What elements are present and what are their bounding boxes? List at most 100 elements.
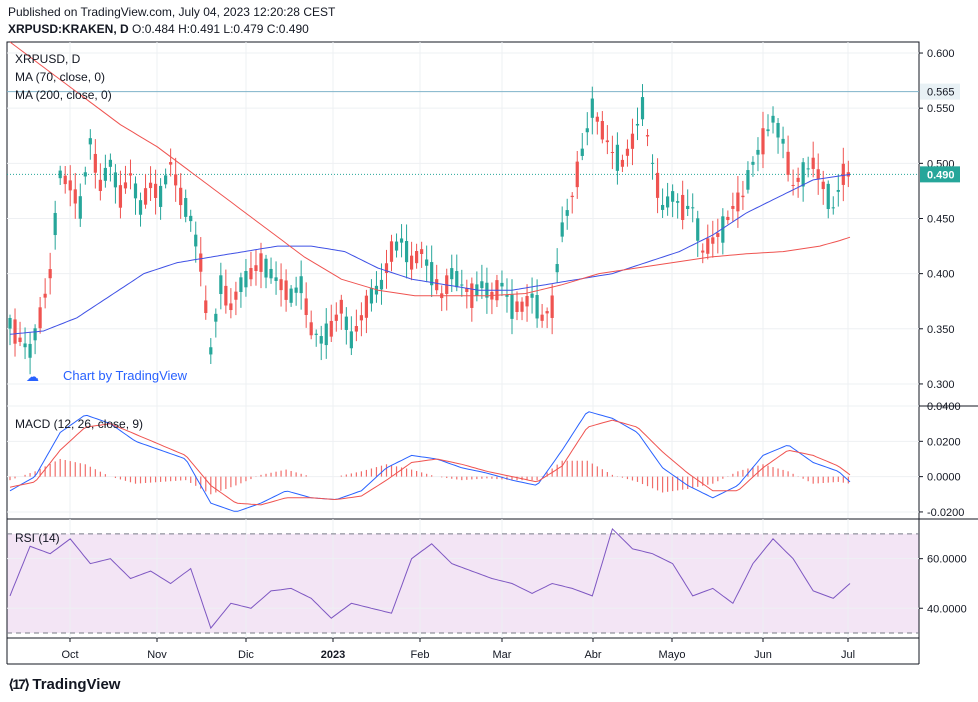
candle-body bbox=[671, 191, 675, 202]
candle-body bbox=[133, 183, 138, 199]
candle-body bbox=[610, 152, 614, 154]
y-tick-label: 60.0000 bbox=[927, 554, 967, 566]
candle-body bbox=[625, 148, 630, 156]
watermark-text: Chart by TradingView bbox=[63, 368, 188, 383]
candle-body bbox=[404, 241, 409, 263]
candle-body bbox=[264, 258, 268, 278]
y-tick-label: 0.0400 bbox=[927, 401, 961, 413]
candle-body bbox=[399, 238, 404, 243]
candle-body bbox=[158, 185, 163, 207]
candle-body bbox=[761, 128, 765, 155]
x-tick-label: Feb bbox=[411, 649, 430, 661]
candle-body bbox=[53, 212, 57, 236]
ohlc-values: O:0.484 H:0.491 L:0.479 C:0.490 bbox=[132, 22, 309, 36]
candle-body bbox=[88, 138, 92, 145]
candle-body bbox=[184, 198, 188, 217]
candle-body bbox=[450, 268, 454, 280]
candle-body bbox=[339, 299, 343, 314]
last-price-label: 0.490 bbox=[927, 169, 955, 181]
candle-body bbox=[113, 172, 118, 188]
candle-body bbox=[415, 251, 419, 264]
candle-body bbox=[244, 271, 248, 288]
candle-body bbox=[535, 295, 539, 319]
candle-body bbox=[650, 162, 655, 164]
watermark-icon: ☁ bbox=[26, 369, 39, 384]
candle-body bbox=[660, 204, 665, 210]
candle-body bbox=[736, 192, 740, 212]
signal-line bbox=[9, 419, 851, 506]
candle-body bbox=[239, 277, 243, 292]
candle-body bbox=[364, 295, 369, 318]
candle-body bbox=[394, 241, 399, 251]
candle-body bbox=[254, 265, 258, 272]
candle-body bbox=[706, 238, 710, 254]
candle-body bbox=[716, 233, 720, 237]
candle-body bbox=[148, 182, 153, 189]
candle-body bbox=[174, 174, 178, 186]
candle-body bbox=[28, 343, 32, 358]
y-tick-label: 0.0200 bbox=[927, 436, 961, 448]
time-axis: Oct Nov Dic 2023 Feb Mar Abr Mayo Jun Jul bbox=[6, 405, 978, 665]
hline-label-bg bbox=[920, 83, 960, 100]
candle-body bbox=[319, 336, 323, 344]
candle-body bbox=[369, 287, 374, 304]
candle-body bbox=[570, 195, 574, 198]
candle-body bbox=[294, 287, 298, 293]
candle-body bbox=[304, 298, 308, 316]
candle-body bbox=[389, 241, 394, 262]
legend-ma70: MA (70, close, 0) bbox=[15, 70, 105, 84]
candle-body bbox=[655, 172, 660, 198]
y-tick-label: 0.300 bbox=[927, 379, 955, 391]
candle-body bbox=[18, 337, 22, 343]
candle-body bbox=[726, 216, 730, 221]
candle-body bbox=[93, 153, 97, 173]
candle-body bbox=[63, 175, 67, 185]
candle-body bbox=[681, 194, 685, 220]
price-pane: 0.6000.5500.5000.4500.4000.3500.3000.565… bbox=[6, 41, 960, 407]
candle-body bbox=[605, 140, 609, 143]
candle-body bbox=[821, 181, 825, 190]
y-tick-label: 0.0000 bbox=[927, 472, 961, 484]
candle-body bbox=[796, 177, 800, 182]
y-tick-label: 0.600 bbox=[927, 48, 955, 60]
candle-body bbox=[776, 122, 780, 138]
candle-body bbox=[811, 157, 815, 169]
candle-body bbox=[746, 170, 750, 190]
candle-body bbox=[43, 293, 47, 298]
candle-body bbox=[259, 253, 263, 272]
rsi-pane: 60.0000 40.0000 RSI (14) bbox=[6, 518, 967, 639]
candle-body bbox=[334, 314, 338, 321]
x-tick-label: Jun bbox=[754, 649, 772, 661]
candle-body bbox=[721, 216, 725, 243]
last-price-badge bbox=[920, 166, 960, 183]
candle-body bbox=[595, 116, 599, 122]
candle-body bbox=[324, 323, 328, 346]
candle-body bbox=[791, 184, 795, 186]
legend-ma200: MA (200, close, 0) bbox=[15, 88, 112, 102]
candle-body bbox=[123, 182, 128, 189]
candle-body bbox=[550, 295, 554, 318]
candle-body bbox=[83, 172, 87, 177]
candle-body bbox=[545, 311, 549, 314]
candle-body bbox=[234, 291, 238, 300]
ma200-line bbox=[9, 41, 851, 297]
candle-body bbox=[309, 322, 313, 336]
macd-line bbox=[9, 411, 851, 512]
candle-body bbox=[756, 149, 760, 155]
candle-body bbox=[560, 222, 564, 237]
pane-title: MACD (12, 26, close, 9) bbox=[15, 417, 143, 431]
symbol-line: XRPUSD:KRAKEN, D O:0.484 H:0.491 L:0.479… bbox=[8, 22, 309, 36]
candle-body bbox=[224, 285, 228, 306]
y-tick-label: 40.0000 bbox=[927, 603, 967, 615]
candle-body bbox=[600, 121, 604, 140]
tradingview-logo-icon: ⟨17⟩ bbox=[8, 676, 30, 692]
candle-body bbox=[420, 249, 424, 254]
candle-body bbox=[38, 307, 42, 329]
x-tick-label: Oct bbox=[61, 649, 78, 661]
candle-body bbox=[274, 277, 278, 281]
candle-body bbox=[344, 316, 348, 330]
candle-body bbox=[455, 271, 459, 288]
candle-body bbox=[555, 264, 559, 273]
y-tick-label: -0.0200 bbox=[927, 507, 964, 519]
